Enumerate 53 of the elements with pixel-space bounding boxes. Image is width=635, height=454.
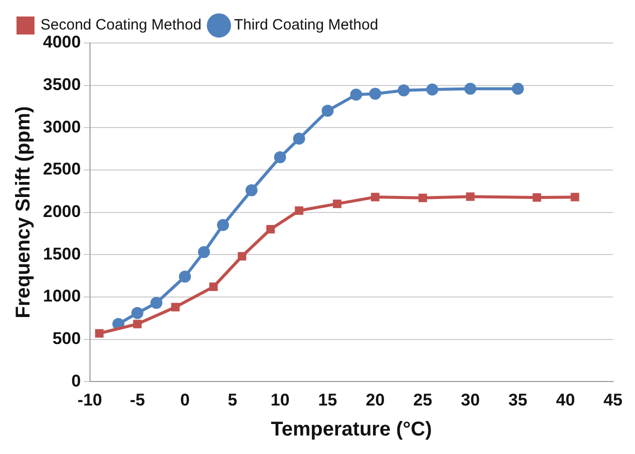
point [274, 151, 286, 164]
y-tick-label: 3000 [42, 117, 81, 136]
x-tick-label: 40 [556, 390, 575, 410]
x-tick-label: 5 [228, 390, 238, 410]
legend-label: Second Coating Method [40, 16, 202, 34]
point [570, 192, 580, 202]
point [418, 194, 427, 202]
y-tick-label: 4000 [42, 32, 81, 52]
point [532, 193, 542, 202]
point [238, 252, 246, 261]
x-tick-label: 25 [413, 390, 432, 410]
y-tick-label: 500 [52, 328, 81, 348]
point [133, 320, 142, 328]
point [178, 270, 191, 283]
point [131, 307, 144, 320]
point [464, 82, 476, 95]
point [350, 88, 362, 101]
x-tick-label: 30 [460, 390, 480, 410]
x-tick-label: 10 [270, 390, 290, 410]
y-tick-label: 1000 [42, 286, 81, 306]
y-tick-label: 0 [71, 371, 81, 390]
y-tick-label: 2000 [42, 202, 81, 221]
x-tick-label: 35 [508, 390, 528, 410]
y-axis-title: Frequency Shift (ppm) [12, 106, 35, 318]
point [216, 219, 229, 231]
y-tick-label: 1500 [42, 244, 81, 264]
x-axis-title: Temperature (°C) [270, 418, 432, 441]
point [370, 192, 380, 202]
point [171, 302, 180, 312]
point [198, 246, 210, 258]
point [246, 184, 258, 196]
y-tick-label: 3500 [42, 75, 81, 94]
x-tick-label: 45 [604, 390, 622, 410]
point [150, 296, 162, 309]
point [293, 132, 306, 145]
x-tick-label: 0 [180, 390, 190, 410]
x-tick-label: -10 [78, 390, 102, 410]
point [369, 88, 382, 100]
point [426, 84, 438, 96]
point [209, 282, 218, 292]
x-tick-label: -5 [130, 390, 145, 410]
point [398, 84, 410, 96]
point [332, 200, 342, 208]
point [512, 82, 524, 95]
legend-label: Third Coating Method [234, 16, 378, 34]
y-tick-label: 2500 [42, 160, 81, 179]
point [266, 224, 275, 234]
point [294, 206, 304, 215]
point [95, 329, 104, 338]
point [466, 192, 475, 201]
x-tick-label: 20 [366, 390, 385, 410]
point [322, 104, 334, 117]
x-tick-label: 15 [318, 390, 338, 410]
